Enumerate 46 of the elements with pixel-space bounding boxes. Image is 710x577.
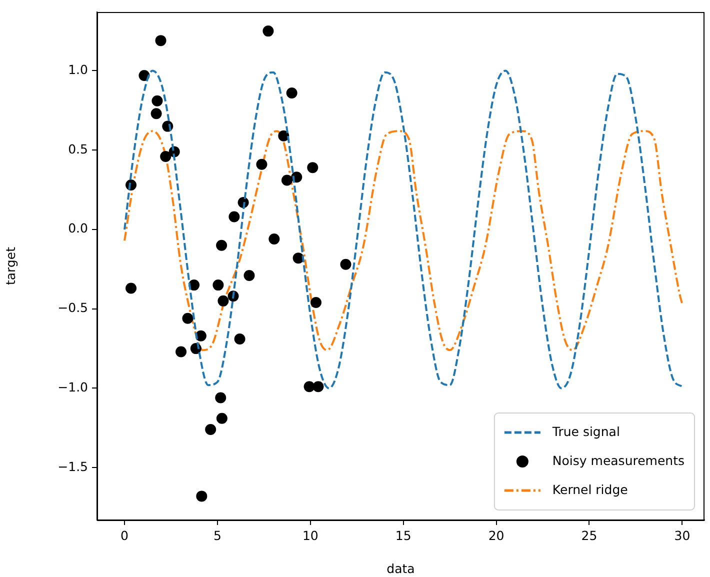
point xyxy=(160,150,172,162)
point xyxy=(256,158,268,170)
y-tick-label: −1.5 xyxy=(58,458,88,474)
point xyxy=(281,174,292,186)
x-axis-title: data xyxy=(386,560,415,576)
point xyxy=(182,312,194,324)
point xyxy=(340,258,352,270)
legend-label: True signal xyxy=(551,424,620,439)
y-tick-label: 1.0 xyxy=(68,62,88,77)
point xyxy=(152,95,163,106)
point xyxy=(176,346,187,358)
point xyxy=(268,234,280,245)
y-tick-label: 0.0 xyxy=(68,220,88,236)
point xyxy=(212,280,224,291)
x-tick-label: 30 xyxy=(674,528,690,543)
y-tick-label: 0.5 xyxy=(68,141,88,156)
legend-label: Kernel ridge xyxy=(552,482,628,497)
x-tick-label: 25 xyxy=(581,528,598,543)
x-tick-label: 10 xyxy=(302,528,318,543)
point xyxy=(196,490,208,502)
y-tick-label: −1.0 xyxy=(58,379,88,394)
point xyxy=(278,130,290,142)
point xyxy=(218,295,229,306)
point xyxy=(216,240,228,251)
point xyxy=(150,108,162,120)
point xyxy=(155,35,166,46)
x-tick-label: 20 xyxy=(488,528,504,543)
point xyxy=(216,412,228,424)
point xyxy=(244,270,255,282)
point xyxy=(205,424,216,436)
x-tick-label: 5 xyxy=(213,528,222,543)
point xyxy=(234,334,246,345)
point xyxy=(215,392,226,404)
y-axis-title: target xyxy=(2,246,18,286)
point xyxy=(126,282,137,294)
line-series xyxy=(124,70,684,390)
x-tick-label: 0 xyxy=(120,528,129,543)
point xyxy=(286,87,298,98)
x-tick-label: 15 xyxy=(395,528,412,543)
point xyxy=(262,26,274,37)
point xyxy=(312,381,324,392)
point xyxy=(228,211,240,222)
point xyxy=(310,297,322,308)
y-tick-label: −0.5 xyxy=(58,300,88,316)
point xyxy=(307,162,318,174)
legend-label: Noisy measurements xyxy=(552,452,685,468)
